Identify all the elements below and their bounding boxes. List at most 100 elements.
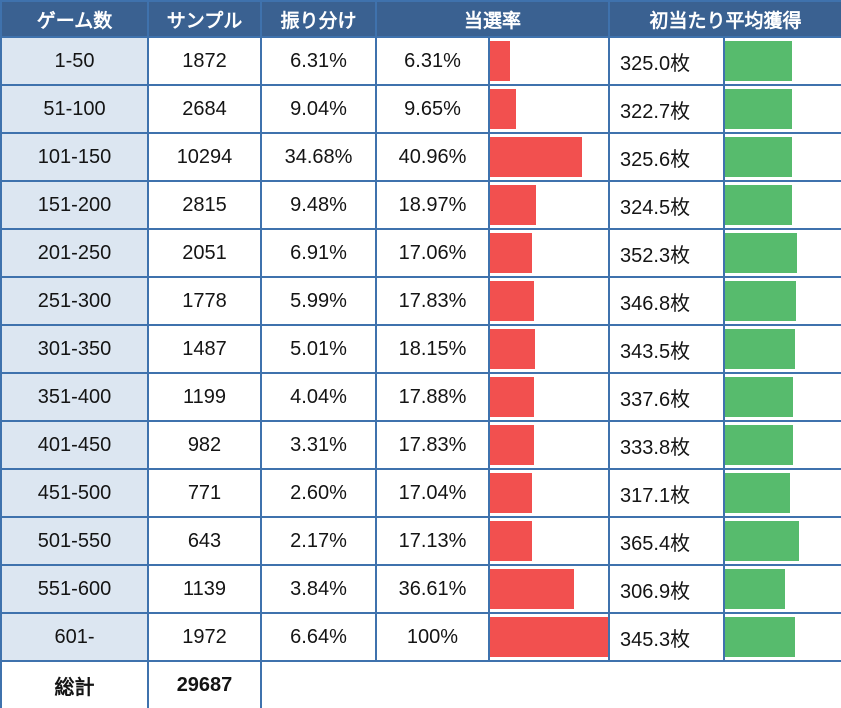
avg-payout-bar-track xyxy=(726,375,840,419)
win-rate-cell: 17.88% xyxy=(375,372,490,422)
avg-payout-bar-cell xyxy=(723,372,841,422)
win-rate-bar xyxy=(491,377,534,417)
win-rate-bar-cell xyxy=(487,372,611,422)
win-rate-cell: 18.15% xyxy=(375,324,490,374)
games-range-cell: 601- xyxy=(0,612,149,662)
sample-cell: 643 xyxy=(147,516,262,566)
games-range-cell: 301-350 xyxy=(0,324,149,374)
sample-cell: 982 xyxy=(147,420,262,470)
avg-payout-bar-track xyxy=(726,279,840,323)
distribution-cell: 9.48% xyxy=(260,180,377,230)
col-header-sample: サンプル xyxy=(147,0,262,38)
games-range-cell: 251-300 xyxy=(0,276,149,326)
win-rate-bar-cell xyxy=(487,468,611,518)
win-rate-cell: 17.83% xyxy=(375,420,490,470)
table-row: 501-550 643 2.17% 17.13% 365.4枚 xyxy=(0,516,841,566)
win-rate-bar-cell xyxy=(487,84,611,134)
win-rate-bar xyxy=(491,281,534,321)
sample-cell: 1139 xyxy=(147,564,262,614)
distribution-cell: 2.17% xyxy=(260,516,377,566)
avg-payout-bar-cell xyxy=(723,36,841,86)
avg-payout-cell: 324.5枚 xyxy=(608,180,726,230)
win-rate-bar-track xyxy=(491,519,607,563)
avg-payout-cell: 317.1枚 xyxy=(608,468,726,518)
win-rate-bar xyxy=(491,473,533,513)
avg-payout-bar xyxy=(726,185,793,225)
col-header-win-rate: 当選率 xyxy=(374,0,611,38)
distribution-cell: 2.60% xyxy=(260,468,377,518)
table-row: 551-600 1139 3.84% 36.61% 306.9枚 xyxy=(0,564,841,614)
distribution-cell: 5.01% xyxy=(260,324,377,374)
distribution-cell: 34.68% xyxy=(260,132,377,182)
sample-cell: 771 xyxy=(147,468,262,518)
win-rate-bar-cell xyxy=(487,564,611,614)
win-rate-bar-track xyxy=(491,87,607,131)
avg-payout-cell: 337.6枚 xyxy=(608,372,726,422)
avg-payout-cell: 322.7枚 xyxy=(608,84,726,134)
table-row: 101-150 10294 34.68% 40.96% 325.6枚 xyxy=(0,132,841,182)
col-header-games: ゲーム数 xyxy=(0,0,149,38)
sample-cell: 10294 xyxy=(147,132,262,182)
avg-payout-cell: 343.5枚 xyxy=(608,324,726,374)
distribution-cell: 5.99% xyxy=(260,276,377,326)
win-rate-cell: 36.61% xyxy=(375,564,490,614)
win-rate-cell: 17.83% xyxy=(375,276,490,326)
avg-payout-bar xyxy=(726,473,790,513)
avg-payout-bar-track xyxy=(726,423,840,467)
games-range-cell: 351-400 xyxy=(0,372,149,422)
win-rate-bar-track xyxy=(491,231,607,275)
avg-payout-bar xyxy=(726,425,794,465)
sample-cell: 1199 xyxy=(147,372,262,422)
table-row: 401-450 982 3.31% 17.83% 333.8枚 xyxy=(0,420,841,470)
avg-payout-bar xyxy=(726,137,793,177)
win-rate-cell: 17.06% xyxy=(375,228,490,278)
win-rate-bar-cell xyxy=(487,516,611,566)
avg-payout-bar-track xyxy=(726,183,840,227)
win-rate-bar-cell xyxy=(487,276,611,326)
avg-payout-bar xyxy=(726,521,800,561)
avg-payout-bar-cell xyxy=(723,420,841,470)
win-rate-bar-track xyxy=(491,375,607,419)
win-rate-bar-cell xyxy=(487,180,611,230)
distribution-cell: 6.31% xyxy=(260,36,377,86)
win-rate-bar-cell xyxy=(487,612,611,662)
avg-payout-bar-cell xyxy=(723,84,841,134)
win-rate-cell: 9.65% xyxy=(375,84,490,134)
avg-payout-cell: 365.4枚 xyxy=(608,516,726,566)
win-rate-cell: 17.04% xyxy=(375,468,490,518)
games-range-cell: 501-550 xyxy=(0,516,149,566)
avg-payout-bar-cell xyxy=(723,516,841,566)
avg-payout-bar-track xyxy=(726,231,840,275)
table-row: 301-350 1487 5.01% 18.15% 343.5枚 xyxy=(0,324,841,374)
avg-payout-bar-cell xyxy=(723,132,841,182)
distribution-cell: 6.91% xyxy=(260,228,377,278)
win-rate-bar-track xyxy=(491,567,607,611)
table-row: 201-250 2051 6.91% 17.06% 352.3枚 xyxy=(0,228,841,278)
distribution-cell: 4.04% xyxy=(260,372,377,422)
table-row: 351-400 1199 4.04% 17.88% 337.6枚 xyxy=(0,372,841,422)
avg-payout-bar-cell xyxy=(723,612,841,662)
win-rate-bar-track xyxy=(491,279,607,323)
win-rate-cell: 40.96% xyxy=(375,132,490,182)
avg-payout-bar-track xyxy=(726,327,840,371)
games-range-cell: 451-500 xyxy=(0,468,149,518)
win-rate-bar-track xyxy=(491,327,607,371)
win-rate-bar-cell xyxy=(487,324,611,374)
avg-payout-cell: 325.6枚 xyxy=(608,132,726,182)
win-rate-bar-cell xyxy=(487,228,611,278)
distribution-cell: 3.84% xyxy=(260,564,377,614)
avg-payout-bar-track xyxy=(726,519,840,563)
table-row: 451-500 771 2.60% 17.04% 317.1枚 xyxy=(0,468,841,518)
sample-cell: 2684 xyxy=(147,84,262,134)
avg-payout-bar-cell xyxy=(723,228,841,278)
col-header-distribution: 振り分け xyxy=(260,0,377,38)
games-range-cell: 551-600 xyxy=(0,564,149,614)
avg-payout-bar-track xyxy=(726,471,840,515)
avg-payout-bar-track xyxy=(726,87,840,131)
games-range-cell: 151-200 xyxy=(0,180,149,230)
avg-payout-bar-cell xyxy=(723,180,841,230)
win-rate-bar xyxy=(491,521,533,561)
avg-payout-bar-track xyxy=(726,567,840,611)
